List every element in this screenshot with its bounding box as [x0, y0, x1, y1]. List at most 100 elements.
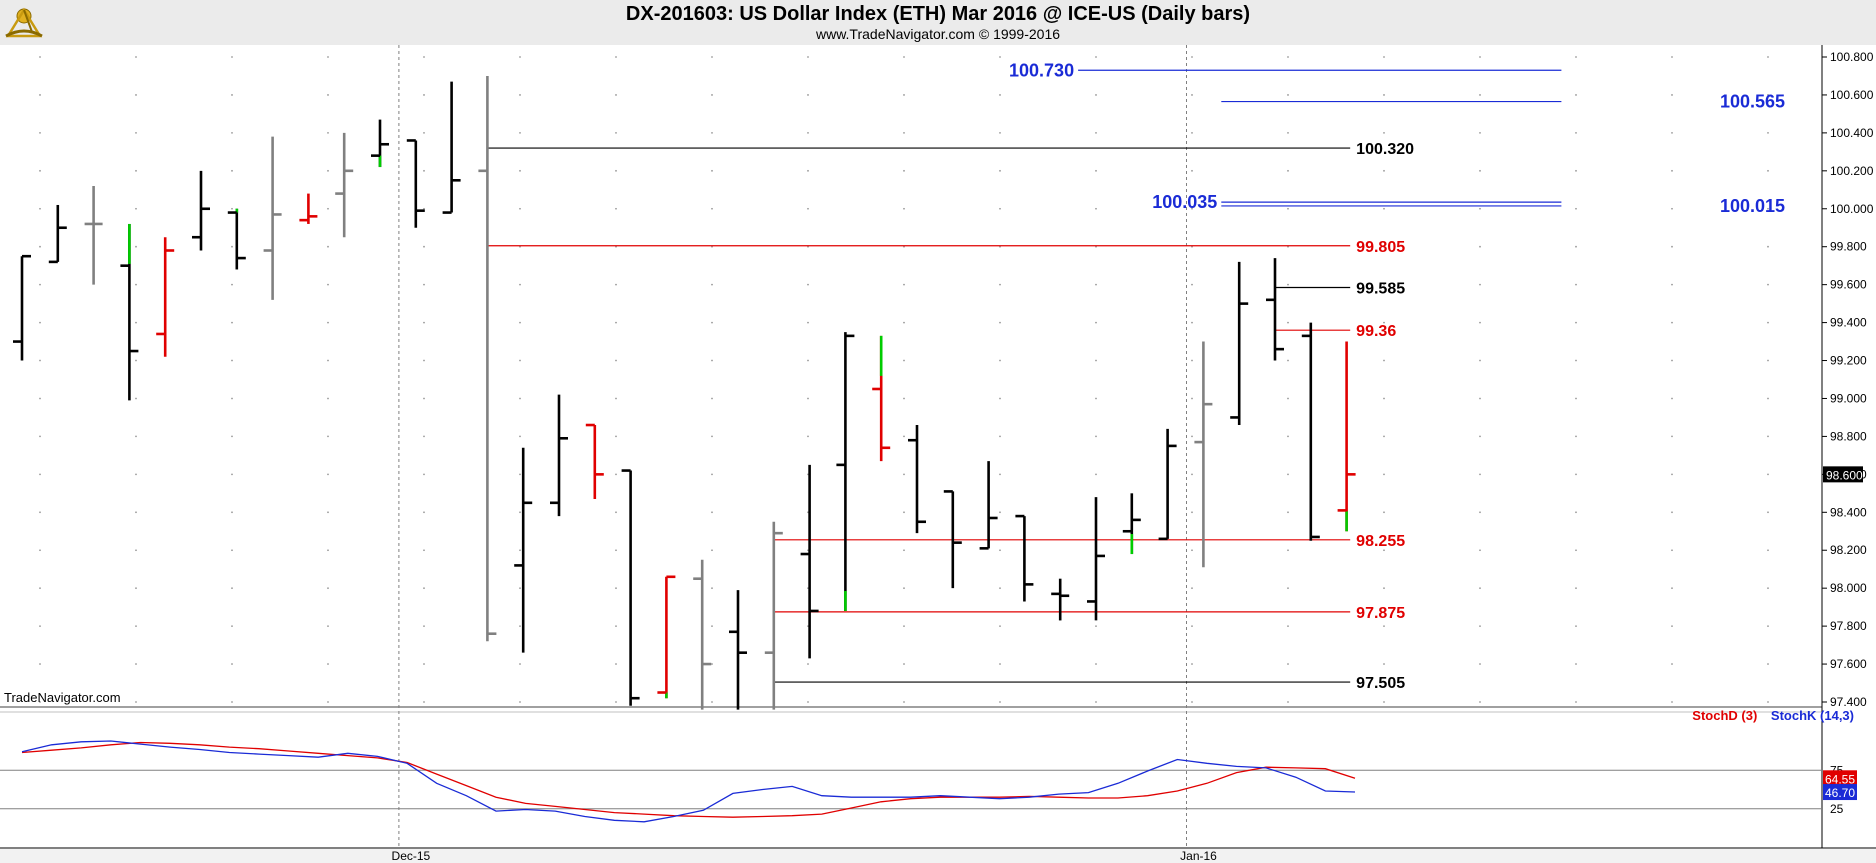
- grid-dot: [39, 701, 41, 703]
- grid-dot: [615, 511, 617, 514]
- y-tick-label: 99.800: [1830, 240, 1867, 254]
- grid-dot: [615, 56, 617, 58]
- grid-dot: [1575, 94, 1577, 96]
- grid-dot: [231, 397, 233, 400]
- grid-dot: [711, 131, 713, 134]
- grid-dot: [519, 663, 521, 665]
- grid-dot: [1575, 587, 1577, 590]
- grid-dot: [1191, 397, 1193, 400]
- grid-dot: [231, 169, 233, 172]
- grid-dot: [1767, 359, 1769, 362]
- grid-dot: [135, 169, 137, 172]
- y-tick-label: 98.000: [1830, 581, 1867, 595]
- grid-dot: [1479, 587, 1481, 590]
- grid-dot: [1671, 359, 1673, 362]
- grid-dot: [1383, 625, 1385, 628]
- level-label: 100.320: [1356, 141, 1414, 158]
- grid-dot: [615, 625, 617, 628]
- grid-dot: [1287, 397, 1289, 400]
- grid-dot: [327, 321, 329, 324]
- level-label: 97.505: [1356, 675, 1405, 692]
- grid-dot: [1671, 94, 1673, 96]
- grid-dot: [1383, 169, 1385, 172]
- grid-dot: [1479, 94, 1481, 96]
- grid-dot: [615, 94, 617, 96]
- grid-dot: [1671, 169, 1673, 172]
- grid-dot: [1383, 397, 1385, 400]
- y-tick-label: 97.600: [1830, 657, 1867, 671]
- grid-dot: [1383, 56, 1385, 58]
- grid-dot: [1191, 169, 1193, 172]
- grid-dot: [1383, 131, 1385, 134]
- grid-dot: [903, 625, 905, 628]
- y-tick-label: 98.200: [1830, 543, 1867, 557]
- grid-dot: [807, 56, 809, 58]
- grid-dot: [1287, 321, 1289, 324]
- grid-dot: [327, 701, 329, 703]
- grid-dot: [1671, 549, 1673, 552]
- y-tick-label: 99.400: [1830, 316, 1867, 330]
- grid-dot: [903, 56, 905, 58]
- grid-dot: [39, 587, 41, 590]
- grid-dot: [615, 587, 617, 590]
- x-tick-label: Dec-15: [392, 849, 431, 863]
- grid-dot: [39, 131, 41, 134]
- grid-dot: [1767, 511, 1769, 514]
- grid-dot: [1095, 701, 1097, 703]
- grid-dot: [519, 473, 521, 476]
- stoch-last-label: 46.70: [1825, 786, 1855, 800]
- grid-dot: [135, 663, 137, 665]
- stoch-last-box: [1823, 770, 1857, 787]
- level-label: 99.805: [1356, 239, 1405, 256]
- grid-dot: [1575, 245, 1577, 248]
- grid-dot: [327, 587, 329, 590]
- grid-dot: [39, 625, 41, 628]
- last-price-box: [1823, 466, 1863, 483]
- grid-dot: [1767, 283, 1769, 286]
- grid-dot: [1383, 587, 1385, 590]
- grid-dot: [615, 435, 617, 438]
- grid-dot: [1479, 663, 1481, 665]
- grid-dot: [1287, 359, 1289, 362]
- grid-dot: [1191, 94, 1193, 96]
- grid-dot: [615, 131, 617, 134]
- grid-dot: [39, 663, 41, 665]
- stoch-tick-label: 25: [1830, 802, 1844, 816]
- grid-dot: [1575, 701, 1577, 703]
- grid-dot: [423, 94, 425, 96]
- grid-dot: [1191, 511, 1193, 514]
- grid-dot: [711, 701, 713, 703]
- grid-dot: [231, 549, 233, 552]
- grid-dot: [615, 663, 617, 665]
- grid-dot: [423, 663, 425, 665]
- grid-dot: [327, 625, 329, 628]
- grid-dot: [1671, 56, 1673, 58]
- grid-dot: [1479, 359, 1481, 362]
- grid-dot: [615, 359, 617, 362]
- grid-dot: [519, 321, 521, 324]
- grid-dot: [1479, 169, 1481, 172]
- grid-dot: [519, 549, 521, 552]
- grid-dot: [999, 663, 1001, 665]
- chart-subtitle: www.TradeNavigator.com © 1999-2016: [815, 26, 1061, 42]
- grid-dot: [231, 701, 233, 703]
- grid-dot: [1479, 131, 1481, 134]
- grid-dot: [903, 701, 905, 703]
- grid-dot: [1383, 549, 1385, 552]
- chart-title: DX-201603: US Dollar Index (ETH) Mar 201…: [625, 3, 1251, 25]
- grid-dot: [39, 56, 41, 58]
- grid-dot: [711, 435, 713, 438]
- grid-dot: [711, 511, 713, 514]
- grid-dot: [1767, 245, 1769, 248]
- grid-dot: [135, 625, 137, 628]
- grid-dot: [711, 283, 713, 286]
- grid-dot: [999, 207, 1001, 210]
- grid-dot: [1095, 359, 1097, 362]
- grid-dot: [39, 435, 41, 438]
- grid-dot: [519, 511, 521, 514]
- grid-dot: [327, 663, 329, 665]
- grid-dot: [1287, 625, 1289, 628]
- y-tick-label: 100.400: [1830, 126, 1874, 140]
- grid-dot: [231, 625, 233, 628]
- grid-dot: [327, 359, 329, 362]
